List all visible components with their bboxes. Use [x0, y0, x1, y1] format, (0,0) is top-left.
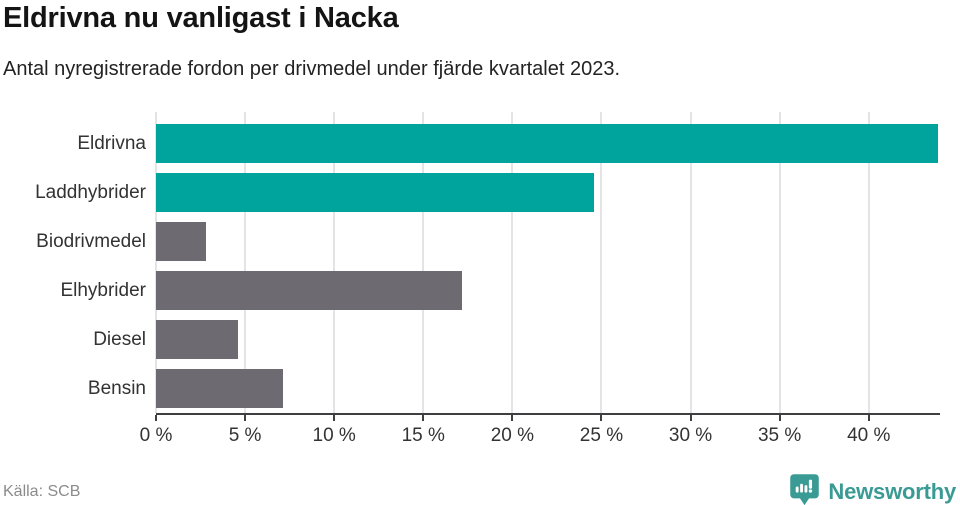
newsworthy-logo-icon — [788, 472, 821, 505]
bar-chart: Eldrivna nu vanligast i Nacka Antal nyre… — [0, 2, 940, 446]
y-axis-labels: Eldrivna Laddhybrider Biodrivmedel Elhybrid… — [0, 112, 146, 413]
axis-tick-label: 35 % — [757, 425, 802, 446]
gridline — [333, 112, 336, 413]
gridline — [867, 112, 870, 413]
axis-tick-label: 15 % — [401, 425, 445, 446]
category-label: Elhybrider — [60, 280, 146, 301]
newsworthy-wordmark: Newsworthy — [828, 478, 956, 504]
bar-bensin — [156, 369, 283, 408]
bar-eldrivna — [156, 124, 939, 163]
gridline — [155, 112, 157, 413]
source-note: Källa: SCB — [3, 483, 81, 500]
chart-title: Eldrivna nu vanligast i Nacka — [3, 2, 399, 34]
bar-elhybrider — [156, 271, 463, 310]
axis-tick — [778, 415, 781, 421]
axis-tick-label: 20 % — [490, 425, 535, 446]
axis-tick-label: 10 % — [312, 425, 356, 446]
axis-tick — [867, 415, 870, 421]
axis-tick — [155, 415, 157, 421]
axis-tick-label: 0 % — [139, 425, 173, 446]
axis-tick-label: 5 % — [228, 425, 262, 446]
newsworthy-brand: Newsworthy — [788, 472, 956, 505]
plot-area: 0 % 5 % 10 % 15 % 20 % 25 % 30 % 35 % 40 % — [140, 112, 940, 446]
gridline — [511, 112, 514, 413]
category-label: Biodrivmedel — [36, 231, 146, 252]
category-label: Laddhybrider — [35, 182, 146, 203]
bar-biodrivmedel — [156, 222, 206, 261]
category-label: Bensin — [87, 378, 146, 399]
gridline — [689, 112, 692, 413]
axis-tick — [689, 415, 692, 421]
gridline — [422, 112, 425, 413]
axis-tick — [600, 415, 603, 421]
category-label: Eldrivna — [77, 133, 146, 154]
bar-laddhybrider — [156, 173, 595, 212]
chart-subtitle: Antal nyregistrerade fordon per drivmede… — [3, 58, 621, 80]
gridline — [778, 112, 781, 413]
axis-tick-label: 25 % — [579, 425, 624, 446]
axis-tick-label: 30 % — [668, 425, 713, 446]
axis-tick-label: 40 % — [847, 425, 891, 446]
category-label: Diesel — [93, 329, 146, 350]
axis-tick — [244, 415, 247, 421]
gridline — [244, 112, 247, 413]
axis-tick — [511, 415, 514, 421]
bar-diesel — [156, 320, 238, 359]
gridline — [600, 112, 603, 413]
axis-tick — [422, 415, 425, 421]
axis-tick — [333, 415, 336, 421]
